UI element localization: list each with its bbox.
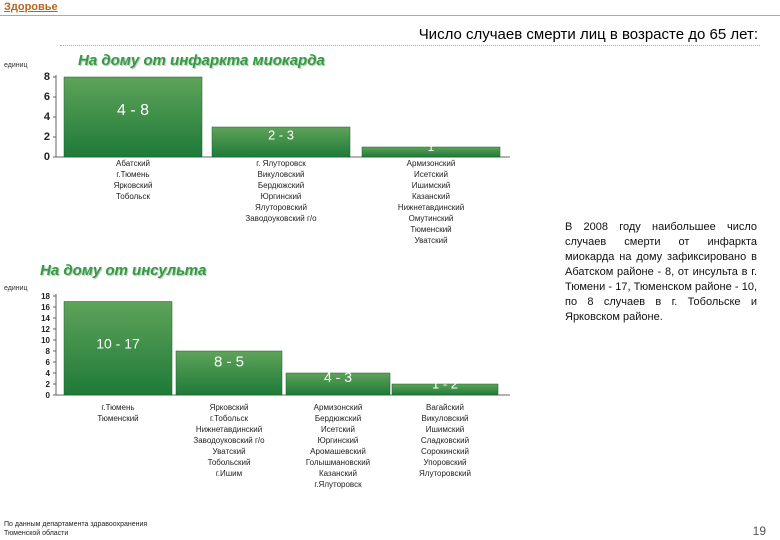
chart2-ylabel: единиц [4,285,28,292]
bar-label: 1 - 2 [432,377,458,392]
chart1-title: На дому от инфаркта миокарда [78,52,325,69]
chart2-plot: 0 2 4 6 8 10 12 14 16 18 10 - 17 8 - 5 4 - 3 1 - 2 [41,292,510,400]
source-note: По данным департамента здравоохранения Т… [4,521,148,537]
bar [211,126,351,158]
bar-group-districts: г.Тюмень Тюменский [97,403,139,423]
y-tick-label: 18 [41,292,50,301]
bar [361,146,501,158]
bar-group-districts: Абатский г.Тюмень Ярковский Тобольск [113,159,153,201]
chart1-plot: 0 2 4 6 8 4 - 8 2 - 3 1 [44,71,510,163]
y-tick-label: 2 [46,380,51,389]
y-tick-label: 8 [46,347,51,356]
chart1-ylabel: единиц [4,62,28,69]
y-tick-label: 0 [44,151,50,163]
bar [63,76,203,158]
title-divider [60,45,760,46]
bar [63,301,173,396]
bar-label: 4 - 8 [117,102,149,119]
header-divider [0,15,780,16]
chart2-title: На дому от инсульта [40,262,207,279]
y-tick-label: 6 [44,91,50,103]
bar [285,372,391,396]
bar [391,383,499,396]
bar-label: 8 - 5 [214,354,244,371]
y-tick-label: 8 [44,71,50,83]
bar-label: 1 [428,140,435,154]
bar-label: 2 - 3 [268,128,294,143]
bar-group-districts: Армизонский Исетский Ишимский Казанский … [397,159,465,245]
y-tick-label: 6 [46,358,51,367]
bar [175,350,283,396]
bar-group-districts: Ярковский г.Тобольск Нижнетавдинский Зав… [193,403,265,478]
bar-label: 4 - 3 [324,369,352,385]
bar-group-districts: г. Ялуторовск Викуловский Бердюжский Юрг… [245,159,317,223]
bar-label: 10 - 17 [96,336,140,352]
page-title: Число случаев смерти лиц в возрасте до 6… [418,26,758,43]
y-tick-label: 0 [46,391,51,400]
y-tick-label: 4 [44,111,51,123]
y-tick-label: 12 [41,325,50,334]
y-tick-label: 10 [41,336,50,345]
y-tick-label: 4 [46,369,51,378]
y-tick-label: 14 [41,314,50,323]
summary-text: В 2008 году наибольшее число случаев сме… [565,221,757,323]
bar-group-districts: Армизонский Бердюжский Исетский Юргински… [305,403,371,489]
bar-group-districts: Вагайский Викуловский Ишимский Сладковск… [419,403,471,478]
y-tick-label: 2 [44,131,50,143]
page-number: 19 [752,524,766,538]
y-tick-label: 16 [41,303,50,312]
section-link[interactable]: Здоровье [4,1,58,13]
